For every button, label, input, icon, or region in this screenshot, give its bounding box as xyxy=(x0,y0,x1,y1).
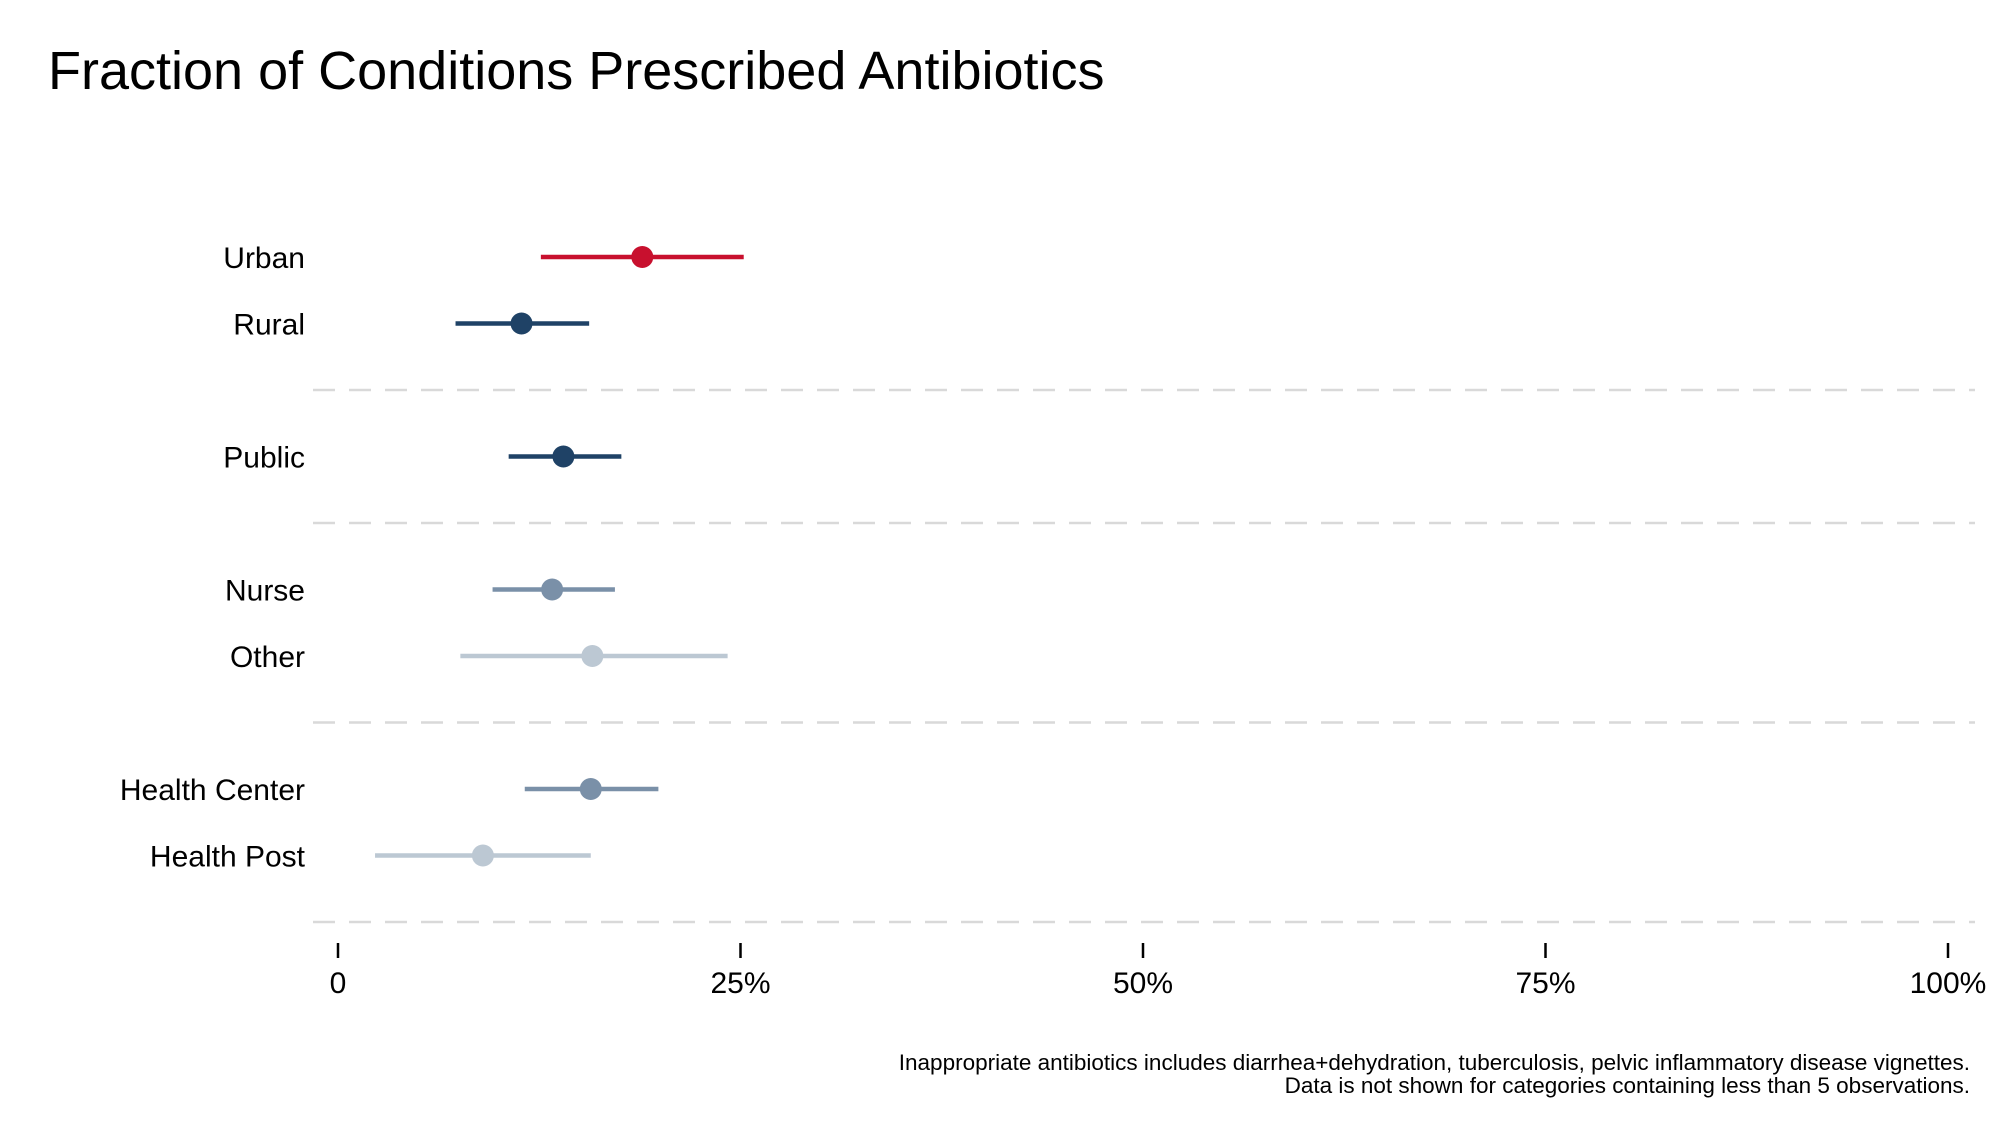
x-tick-label: 50% xyxy=(1113,967,1173,1000)
x-tick-label: 75% xyxy=(1515,967,1575,1000)
footnote-line-1: Inappropriate antibiotics includes diarr… xyxy=(898,1050,1970,1075)
point-public xyxy=(552,445,575,468)
point-nurse xyxy=(541,578,564,601)
x-tick-label: 100% xyxy=(1910,967,1987,1000)
category-label-health-center: Health Center xyxy=(120,774,305,807)
point-rural xyxy=(510,312,533,335)
chart-title: Fraction of Conditions Prescribed Antibi… xyxy=(48,41,1105,101)
group-separators xyxy=(313,388,1975,924)
category-label-urban: Urban xyxy=(223,242,305,275)
category-labels: Urban Rural Public Nurse Other Health Center H… xyxy=(120,242,306,874)
point-health-center xyxy=(579,778,602,800)
category-label-public: Public xyxy=(223,442,305,475)
category-label-other: Other xyxy=(230,641,305,674)
footnotes: Inappropriate antibiotics includes diarr… xyxy=(898,1050,1970,1099)
x-axis: 0 25% 50% 75% 100% xyxy=(330,943,1987,1000)
point-other xyxy=(581,645,604,667)
point-health-post xyxy=(471,844,494,867)
x-tick-label: 25% xyxy=(710,967,770,1000)
point-urban xyxy=(631,246,654,268)
point-estimates xyxy=(471,246,654,867)
x-tick-label: 0 xyxy=(330,967,347,1000)
footnote-line-2: Data is not shown for categories contain… xyxy=(1284,1073,1970,1099)
category-label-nurse: Nurse xyxy=(225,575,305,608)
confidence-intervals xyxy=(375,254,744,858)
category-label-health-post: Health Post xyxy=(150,841,306,874)
category-label-rural: Rural xyxy=(233,309,305,342)
